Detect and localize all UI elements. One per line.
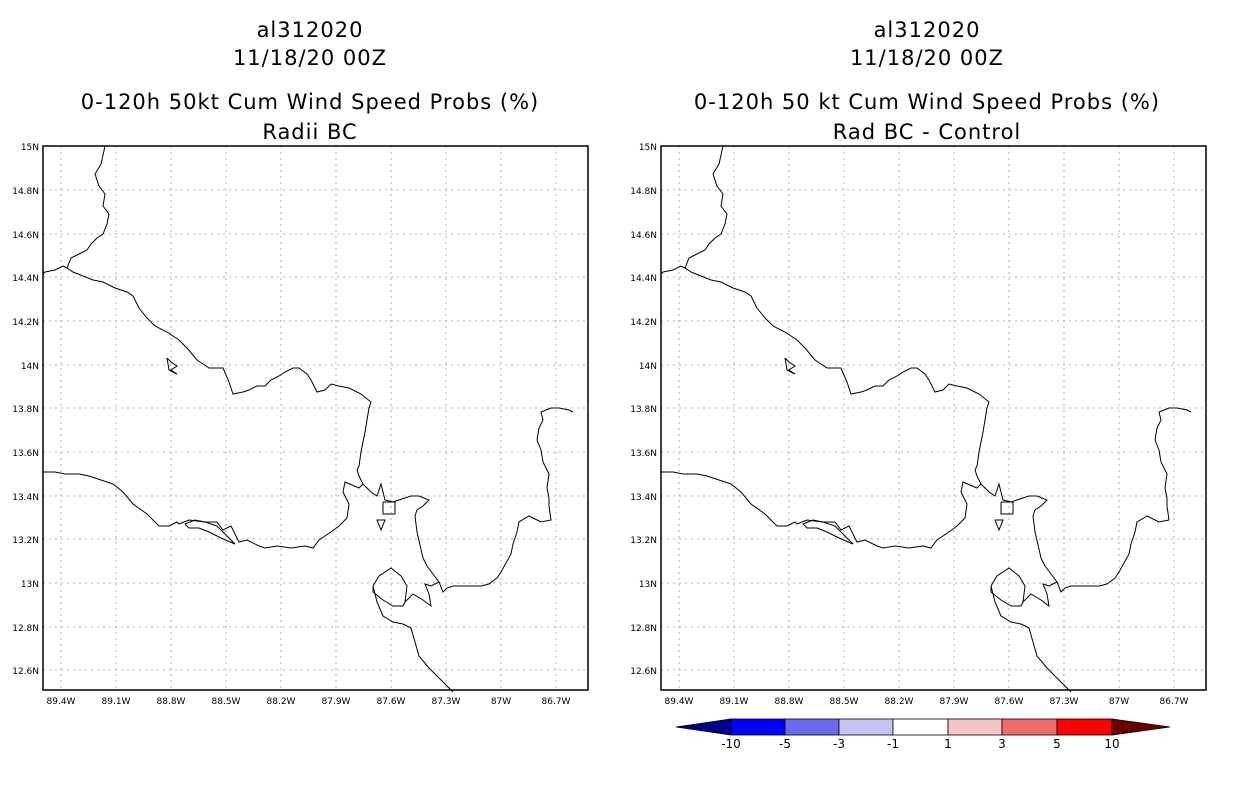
lat-label: 14N <box>639 362 657 372</box>
lat-label: 14.2N <box>12 318 39 328</box>
lon-label: 87.3W <box>1050 697 1079 707</box>
lat-label: 13.8N <box>630 405 657 415</box>
panel-2-title: 0-120h 50 kt Cum Wind Speed Probs (%) <box>693 90 1161 114</box>
lon-label: 87W <box>491 697 511 707</box>
colorbar-segment <box>784 718 840 736</box>
lat-label: 14.8N <box>630 187 657 197</box>
colorbar-label: -3 <box>833 737 845 751</box>
colorbar-label: 5 <box>1053 737 1061 751</box>
panel-1-subtitle: Radii BC <box>262 120 358 144</box>
lat-label: 12.6N <box>630 667 657 677</box>
lon-label: 87.9W <box>322 697 351 707</box>
colorbar-label: 3 <box>998 737 1006 751</box>
lat-tick-labels: 15N 14.8N 14.6N 14.4N 14.2N 14N 13.8N 13… <box>630 143 657 677</box>
lon-label: 87.3W <box>432 697 461 707</box>
lon-tick-labels: 89.4W 89.1W 88.8W 88.5W 88.2W 87.9W 87.6… <box>47 697 571 707</box>
lat-label: 13N <box>639 580 657 590</box>
lat-label: 15N <box>21 143 39 153</box>
colorbar-segment <box>730 718 786 736</box>
lat-label: 13.2N <box>12 536 39 546</box>
lon-label: 86.7W <box>1160 697 1189 707</box>
colorbar-segment <box>947 718 1003 736</box>
colorbar-label: 1 <box>944 737 952 751</box>
lat-label: 12.8N <box>12 624 39 634</box>
lat-label: 14N <box>21 362 39 372</box>
lon-label: 87.9W <box>940 697 969 707</box>
colorbar-label: -10 <box>721 737 741 751</box>
lon-label: 89.4W <box>665 697 694 707</box>
lat-label: 14.6N <box>12 231 39 241</box>
lat-label: 15N <box>639 143 657 153</box>
panel-1-storm-id: al312020 <box>256 18 364 42</box>
map-frame <box>42 145 589 691</box>
colorbar-segment <box>1001 718 1058 736</box>
lon-label: 87W <box>1109 697 1129 707</box>
lon-label: 88.8W <box>775 697 804 707</box>
lat-label: 12.6N <box>12 667 39 677</box>
colorbar-segment <box>675 718 732 736</box>
lat-label: 13.4N <box>630 493 657 503</box>
lat-label: 13.8N <box>12 405 39 415</box>
lat-label: 14.6N <box>630 231 657 241</box>
lat-tick-labels: 15N 14.8N 14.6N 14.4N 14.2N 14N 13.8N 13… <box>12 143 39 677</box>
lon-label: 88.8W <box>157 697 186 707</box>
lat-label: 14.4N <box>630 274 657 284</box>
lon-label: 88.2W <box>885 697 914 707</box>
map-panel-1: 89.4W 89.1W 88.8W 88.5W 88.2W 87.9W 87.6… <box>12 143 589 707</box>
lat-label: 14.2N <box>630 318 657 328</box>
coastline <box>42 145 574 693</box>
grid-lines <box>43 146 588 690</box>
colorbar-segment <box>892 718 949 736</box>
lon-label: 87.6W <box>377 697 406 707</box>
lon-label: 89.1W <box>720 697 749 707</box>
panel-2-datetime: 11/18/20 00Z <box>849 46 1005 70</box>
map-panel-2: 89.4W 89.1W 88.8W 88.5W 88.2W 87.9W 87.6… <box>630 143 1207 707</box>
colorbar-segment <box>1111 718 1171 736</box>
colorbar <box>675 718 1171 736</box>
colorbar-label: -1 <box>887 737 899 751</box>
lon-label: 88.2W <box>267 697 296 707</box>
lat-label: 14.4N <box>12 274 39 284</box>
lon-label: 88.5W <box>212 697 241 707</box>
lat-label: 13.4N <box>12 493 39 503</box>
lat-label: 13.6N <box>630 449 657 459</box>
lat-label: 12.8N <box>630 624 657 634</box>
lat-label: 13N <box>21 580 39 590</box>
grid-lines <box>661 146 1206 690</box>
lon-label: 86.7W <box>542 697 571 707</box>
panel-2-subtitle: Rad BC - Control <box>832 120 1022 144</box>
lon-label: 87.6W <box>995 697 1024 707</box>
panel-1-datetime: 11/18/20 00Z <box>232 46 388 70</box>
colorbar-label: -5 <box>779 737 791 751</box>
colorbar-labels: -10 -5 -3 -1 1 3 5 10 <box>721 737 1119 751</box>
lon-label: 89.1W <box>102 697 131 707</box>
colorbar-segment <box>838 718 894 736</box>
colorbar-label: 10 <box>1104 737 1119 751</box>
coastline <box>660 145 1192 693</box>
lon-label: 89.4W <box>47 697 76 707</box>
lon-tick-labels: 89.4W 89.1W 88.8W 88.5W 88.2W 87.9W 87.6… <box>665 697 1189 707</box>
panel-2-storm-id: al312020 <box>873 18 981 42</box>
lat-label: 13.2N <box>630 536 657 546</box>
lon-label: 88.5W <box>830 697 859 707</box>
lat-label: 14.8N <box>12 187 39 197</box>
panel-1-title: 0-120h 50kt Cum Wind Speed Probs (%) <box>80 90 540 114</box>
colorbar-segment <box>1056 718 1113 736</box>
lat-label: 13.6N <box>12 449 39 459</box>
map-frame <box>660 145 1207 691</box>
